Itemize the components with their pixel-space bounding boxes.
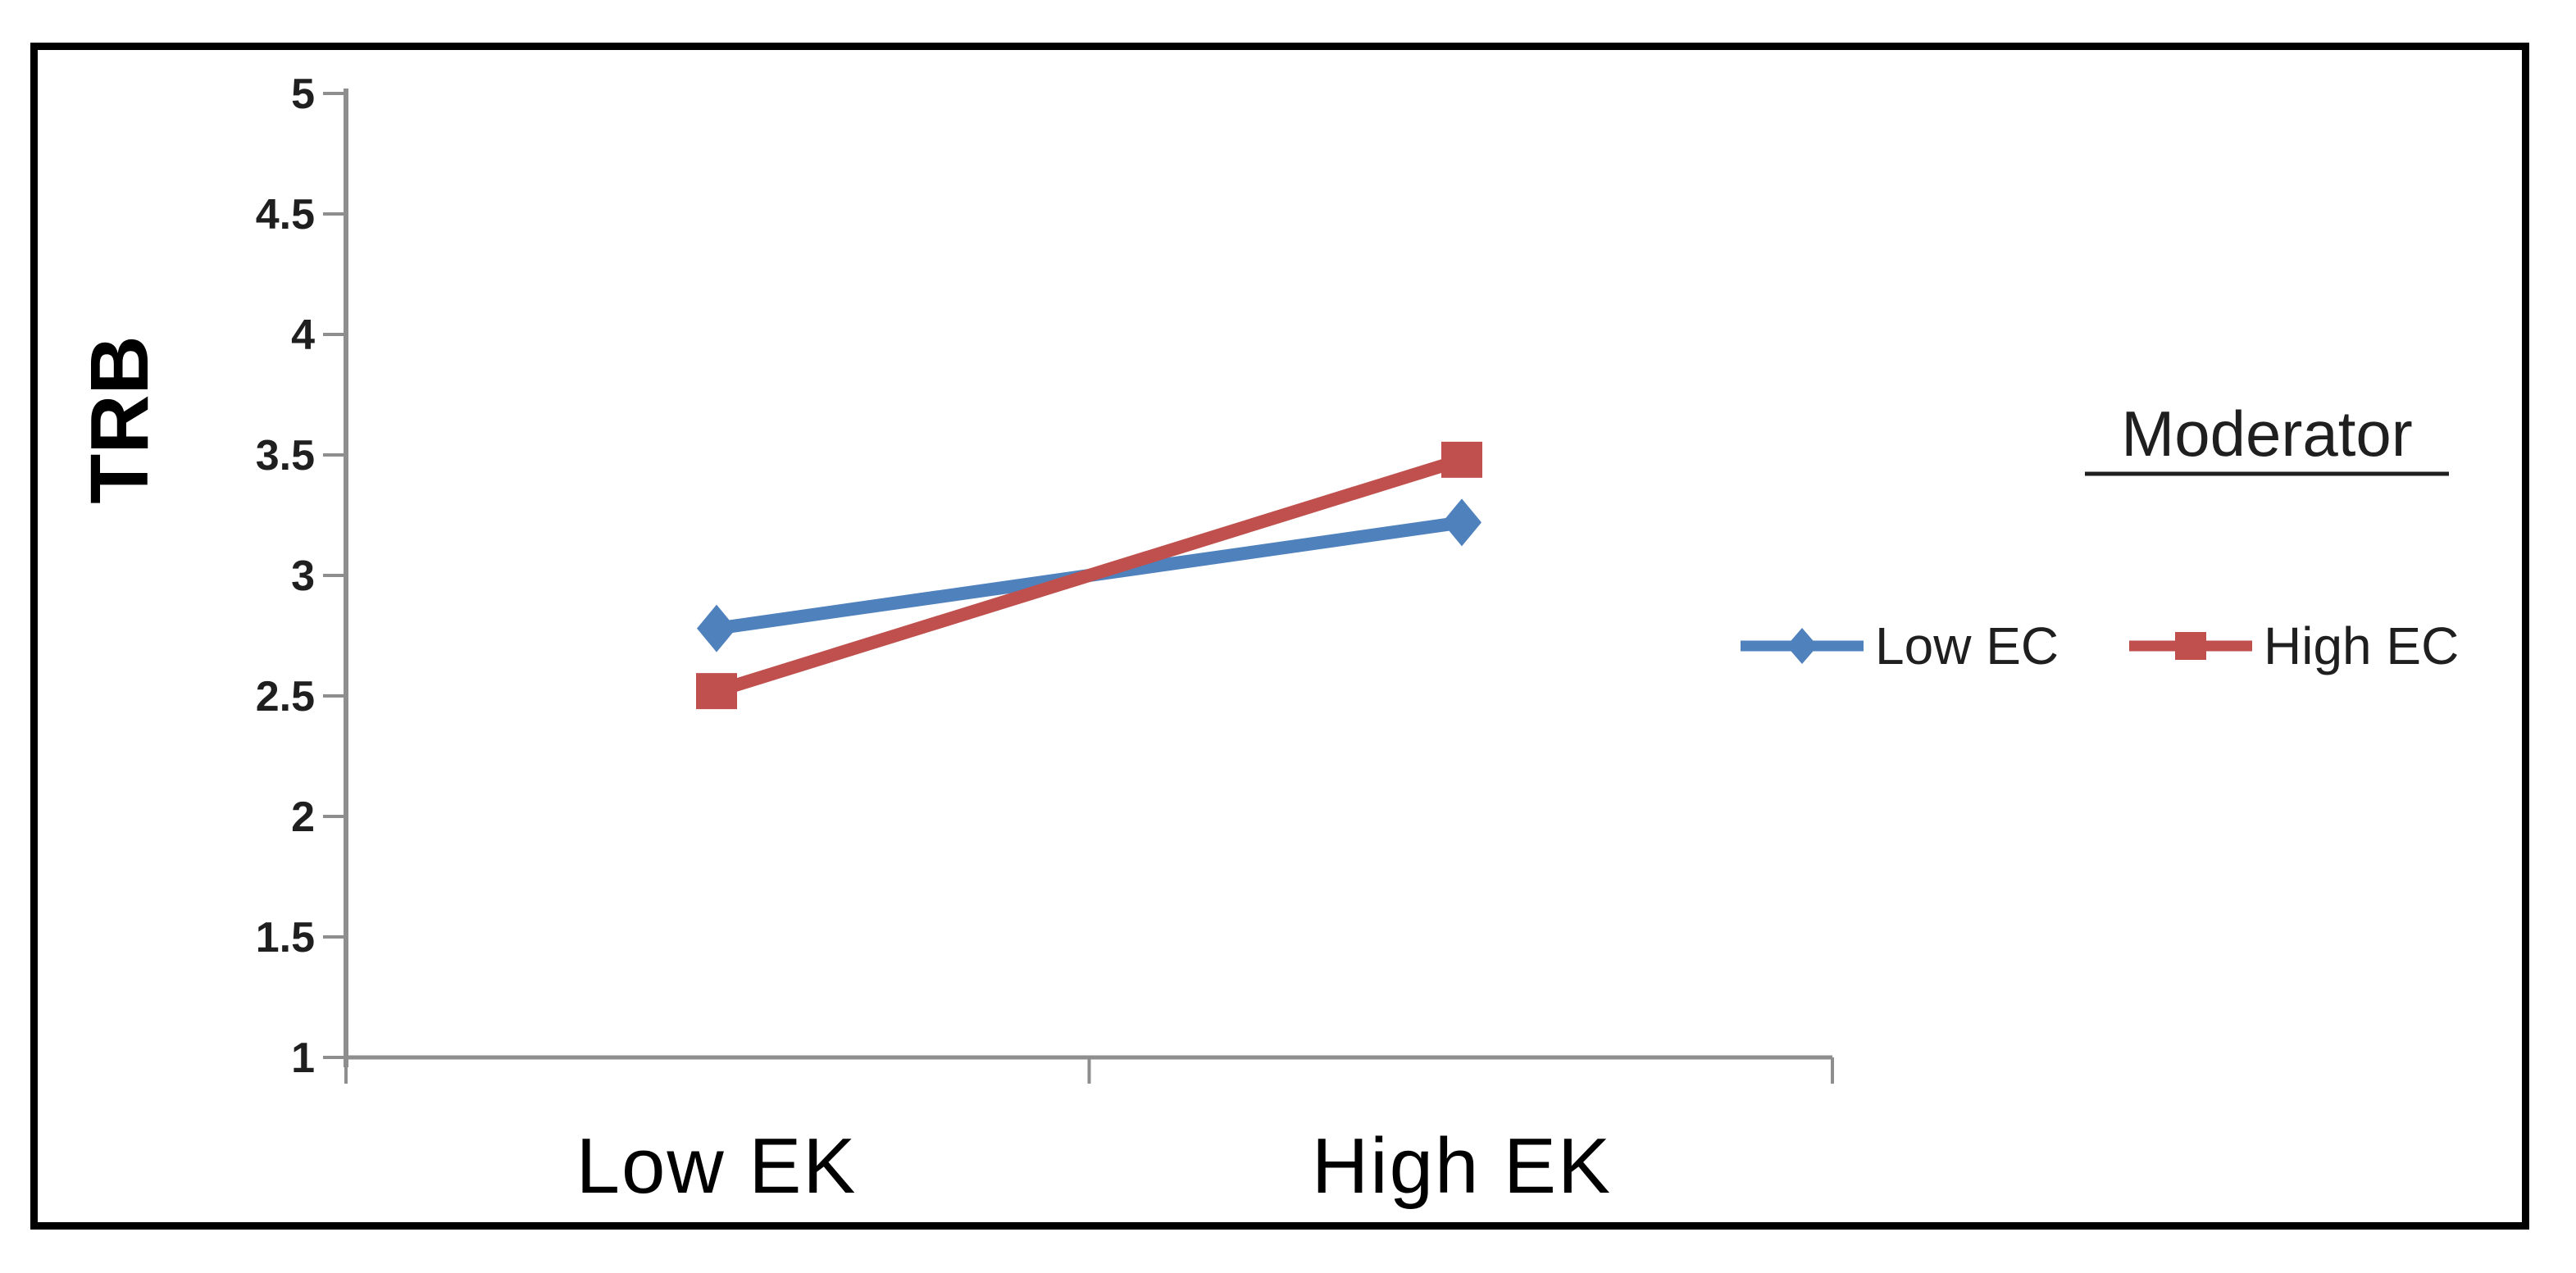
y-tick-label: 5 <box>291 70 315 118</box>
legend-label: Low EC <box>1875 616 2059 675</box>
y-axis-title: TRB <box>74 335 166 504</box>
y-tick-label: 2 <box>291 793 315 841</box>
y-tick-label: 2.5 <box>256 673 315 721</box>
series-line-high-ec <box>714 453 1464 698</box>
figure-frame <box>30 43 2529 1230</box>
x-category-label: High EK <box>1312 1122 1612 1210</box>
data-point-square <box>1441 441 1482 478</box>
legend-diamond-icon <box>1786 628 1818 664</box>
y-tick-label: 3 <box>291 552 315 600</box>
legend-square-icon <box>2175 632 2206 660</box>
legend-title: Moderator <box>2121 398 2413 470</box>
y-tick-label: 4.5 <box>256 191 315 239</box>
data-point-diamond <box>1442 498 1481 547</box>
y-tick-label: 3.5 <box>256 432 315 480</box>
data-point-diamond <box>697 604 736 652</box>
x-category-label: Low EK <box>576 1122 858 1210</box>
data-point-square <box>696 673 737 710</box>
y-tick-label: 4 <box>291 311 315 359</box>
y-tick-label: 1.5 <box>256 914 315 962</box>
legend-label: High EC <box>2264 616 2459 675</box>
y-tick-label: 1 <box>291 1034 315 1082</box>
